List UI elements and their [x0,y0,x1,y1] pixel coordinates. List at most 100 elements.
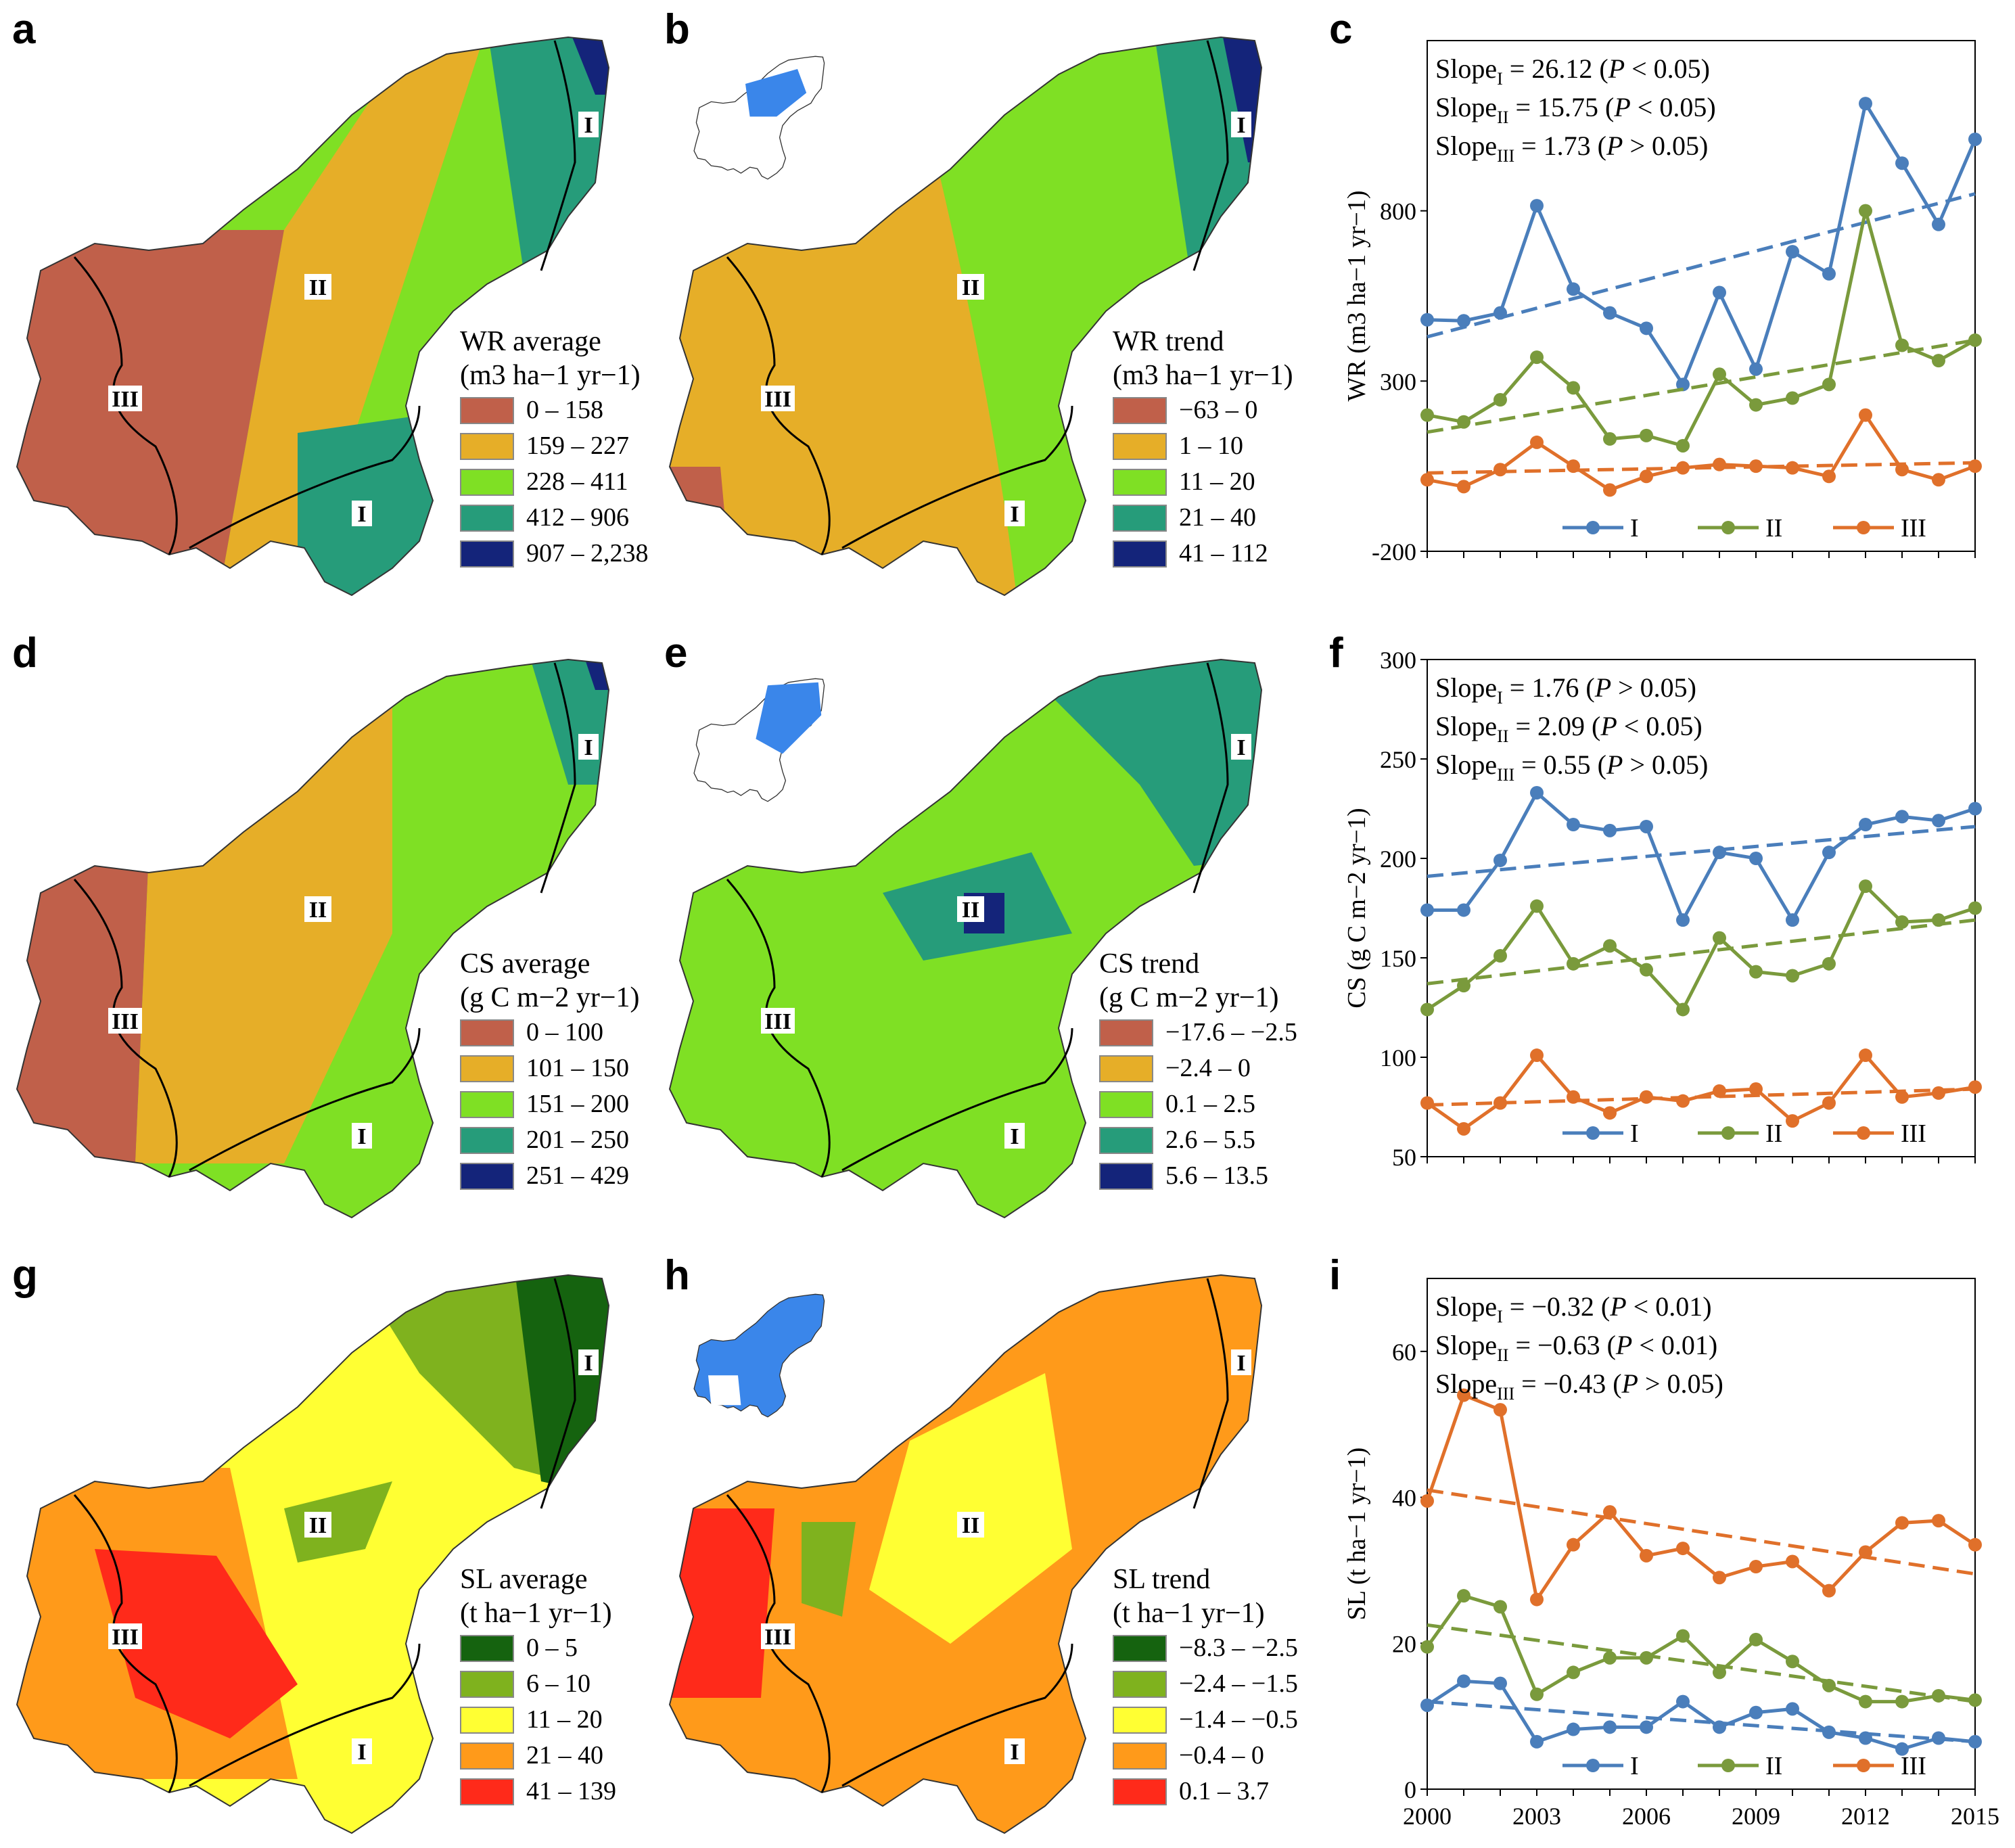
legend-marker-I [1586,1126,1600,1140]
panel-letter-d: d [12,630,38,676]
legend-item: 41 – 139 [460,1774,616,1810]
data-point-I [1713,846,1726,860]
data-point-III [1895,1516,1909,1530]
legend-item: 228 – 411 [460,465,649,501]
slope-annotation: SlopeI = 1.76 (P > 0.05) [1435,672,1696,708]
data-point-III [1676,1094,1690,1108]
legend-swatch [460,1635,514,1663]
legend-swatch [460,540,514,568]
legend-label-III: III [1901,514,1926,542]
data-point-II [1895,915,1909,929]
svg-text:III: III [764,1625,791,1650]
legend-h: SL trend (t ha−1 yr−1) −8.3 – −2.5 −2.4 … [1113,1563,1298,1810]
legend-a: WR average (m3 ha−1 yr−1) 0 – 158 159 – … [460,325,649,572]
svg-text:I: I [584,735,593,760]
svg-text:I: I [357,1740,366,1765]
data-point-II [1968,333,1982,347]
data-point-II [1822,377,1836,392]
x-tick-label: 2015 [1951,1803,1999,1830]
data-point-III [1457,1388,1470,1402]
slope-annotation: SlopeIII = 0.55 (P > 0.05) [1435,749,1708,785]
data-point-II [1932,354,1945,368]
data-point-III [1457,480,1470,494]
legend-swatch [1099,1055,1153,1083]
panel-letter-e: e [664,630,688,676]
data-point-I [1822,846,1836,860]
y-tick-label: 60 [1392,1339,1416,1366]
data-point-III [1859,1545,1872,1559]
data-point-I [1932,1731,1945,1745]
legend-item: 412 – 906 [460,501,649,536]
inset-map [693,1293,825,1418]
data-point-III [1640,1548,1653,1563]
panel-letter-a: a [12,6,36,53]
data-point-II [1859,879,1872,894]
series-line-I [1426,1679,1976,1751]
map-sl-trend: I II III I [668,1274,1263,1834]
data-point-I [1859,818,1872,832]
legend-swatch [1113,433,1167,461]
data-point-III [1859,1048,1872,1063]
data-point-I [1603,1720,1617,1734]
x-tick-label: 2000 [1403,1803,1452,1830]
data-point-I [1640,321,1653,336]
legend-item: 0.1 – 2.5 [1099,1087,1297,1123]
legend-title: CS trend [1099,948,1200,979]
data-point-II [1822,956,1836,971]
legend-item: −1.4 – −0.5 [1113,1703,1298,1738]
legend-swatch [1113,505,1167,532]
trend-line-III [1427,461,1976,475]
slope-annotations: SlopeI = 1.76 (P > 0.05)SlopeII = 2.09 (… [1435,672,1708,785]
legend-marker-III [1857,521,1870,534]
region-labels: I II III I [761,734,1251,1149]
data-point-II [1786,969,1799,983]
data-point-II [1420,408,1434,422]
data-point-I [1895,1742,1909,1756]
y-tick-label: 300 [1380,647,1416,674]
legend-label-I: I [1630,1752,1639,1780]
data-point-II [1932,913,1945,927]
legend-swatch [460,1778,514,1806]
data-point-II [1457,979,1470,993]
data-point-III [1822,1096,1836,1110]
data-point-III [1640,469,1653,484]
data-point-I [1786,913,1799,927]
map-sl-average: I II III I [16,1274,610,1834]
legend-swatch [1113,469,1167,496]
data-point-III [1420,1096,1434,1110]
region-labels: I II III I [108,734,599,1149]
trend-line-II [1427,338,1976,434]
data-point-II [1567,1665,1580,1680]
legend-swatch [1113,397,1167,425]
svg-text:II: II [309,275,327,300]
data-point-III [1749,1082,1763,1096]
data-point-II [1676,438,1690,453]
legend-marker-III [1857,1126,1870,1140]
svg-text:I: I [357,1124,366,1149]
panel-letter-f: f [1329,630,1343,676]
legend-swatch [1113,1742,1167,1770]
data-point-I [1493,1676,1507,1690]
y-axis-label: CS (g C m−2 yr−1) [1343,808,1371,1008]
data-point-II [1749,1632,1763,1646]
data-point-II [1457,1589,1470,1603]
legend-label-II: II [1765,1119,1782,1148]
legend-item: 21 – 40 [460,1738,616,1774]
x-tick-label: 2009 [1732,1803,1780,1830]
legend-title: SL average [460,1564,588,1595]
legend-item: −2.4 – 0 [1099,1051,1297,1087]
data-point-I [1786,1702,1799,1716]
legend-item: 159 – 227 [460,429,649,465]
data-point-I [1493,853,1507,867]
plot-frame [1427,1278,1976,1790]
data-point-I [1457,1674,1470,1688]
region-labels: I II III I [108,112,599,527]
data-point-I [1530,785,1544,800]
legend-swatch [1099,1127,1153,1155]
series-line-I [1427,99,1977,388]
data-point-III [1567,1538,1580,1552]
panel-letter-b: b [664,6,690,53]
data-point-II [1859,204,1872,218]
data-point-I [1822,1725,1836,1739]
svg-text:II: II [962,1513,979,1538]
